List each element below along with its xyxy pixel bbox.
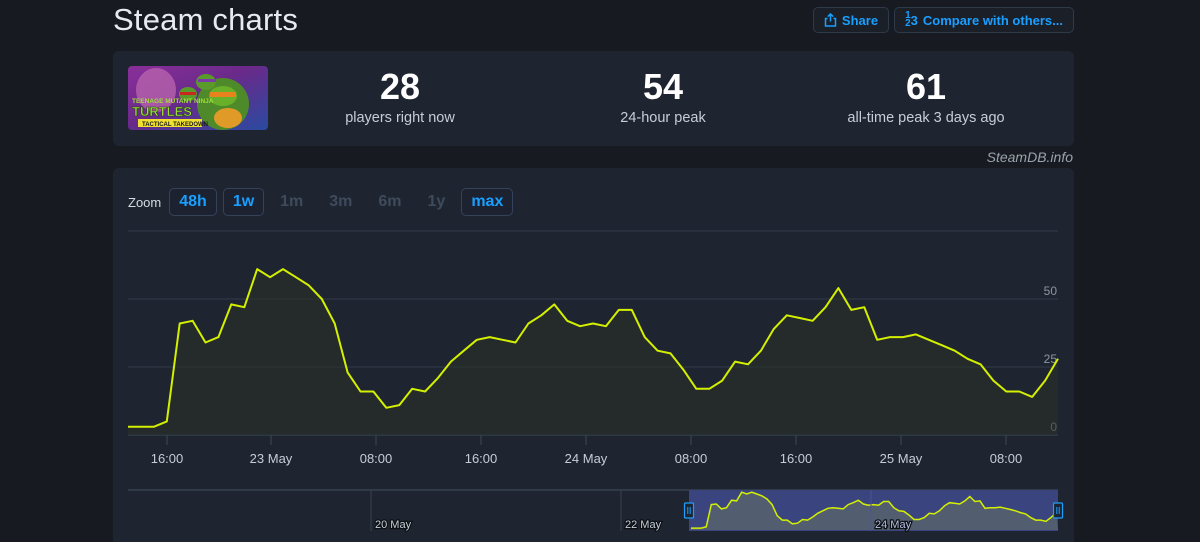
game-title-line2: TURTLES bbox=[132, 104, 192, 119]
navigator-label: 22 May bbox=[625, 519, 662, 531]
stat-all-time-peak: 61 all-time peak 3 days ago bbox=[796, 66, 1056, 127]
y-tick-label: 50 bbox=[1044, 284, 1058, 298]
y-tick-label: 25 bbox=[1044, 352, 1058, 366]
navigator-line bbox=[691, 491, 1057, 529]
stats-panel: TEENAGE MUTANT NINJA TURTLES TACTICAL TA… bbox=[113, 51, 1074, 146]
game-title-line1: TEENAGE MUTANT NINJA bbox=[132, 98, 214, 105]
x-tick-label: 08:00 bbox=[675, 451, 708, 466]
x-tick-label: 24 May bbox=[565, 451, 608, 466]
navigator-label: 24 May bbox=[875, 519, 912, 531]
steamdb-watermark[interactable]: SteamDB.info bbox=[986, 149, 1073, 165]
player-count-line bbox=[128, 268, 1059, 428]
stat-label: all-time peak 3 days ago bbox=[847, 110, 1005, 126]
x-tick-label: 08:00 bbox=[360, 451, 393, 466]
zoom-6m-button[interactable]: 6m bbox=[378, 193, 402, 210]
zoom-label: Zoom bbox=[128, 194, 162, 210]
chart-area-fill bbox=[128, 269, 1058, 435]
navigator-area bbox=[689, 492, 1058, 530]
x-tick-label: 23 May bbox=[250, 451, 293, 466]
zoom-3m-button[interactable]: 3m bbox=[329, 193, 353, 210]
game-title-line3: TACTICAL TAKEDOWN bbox=[142, 122, 208, 128]
share-icon bbox=[824, 13, 837, 27]
x-tick-label: 08:00 bbox=[990, 451, 1023, 466]
x-tick-label: 25 May bbox=[880, 451, 923, 466]
zoom-1w-button[interactable]: 1w bbox=[222, 188, 265, 216]
page-title: Steam charts bbox=[113, 2, 299, 37]
zoom-1m-button[interactable]: 1m bbox=[280, 193, 304, 210]
share-label: Share bbox=[841, 12, 879, 28]
zoom-48h-button[interactable]: 48h bbox=[169, 188, 217, 216]
stat-value: 28 bbox=[379, 66, 421, 107]
zoom-controls: Zoom 48h 1w 1m 3m 6m 1y max bbox=[128, 188, 514, 216]
navigator-label: 20 May bbox=[375, 519, 412, 531]
stat-players-now: 28 players right now bbox=[270, 66, 530, 127]
stat-value: 61 bbox=[905, 66, 947, 107]
zoom-1y-button[interactable]: 1y bbox=[427, 193, 446, 210]
zoom-max-button[interactable]: max bbox=[461, 188, 514, 216]
chart-panel: Zoom 48h 1w 1m 3m 6m 1y max 0255016:0023… bbox=[113, 168, 1074, 542]
navigator-right-handle[interactable] bbox=[1052, 502, 1064, 519]
stat-value: 54 bbox=[642, 66, 684, 107]
stat-label: 24-hour peak bbox=[620, 110, 706, 126]
stat-24h-peak: 54 24-hour peak bbox=[533, 66, 793, 127]
stat-label: players right now bbox=[345, 110, 455, 126]
share-button[interactable]: Share bbox=[812, 7, 890, 33]
compare-label: Compare with others... bbox=[922, 12, 1063, 28]
navigator-left-handle[interactable] bbox=[683, 502, 695, 519]
game-capsule-image[interactable]: TEENAGE MUTANT NINJA TURTLES TACTICAL TA… bbox=[128, 66, 268, 130]
x-tick-label: 16:00 bbox=[151, 451, 184, 466]
x-tick-label: 16:00 bbox=[465, 451, 498, 466]
x-tick-label: 16:00 bbox=[780, 451, 813, 466]
